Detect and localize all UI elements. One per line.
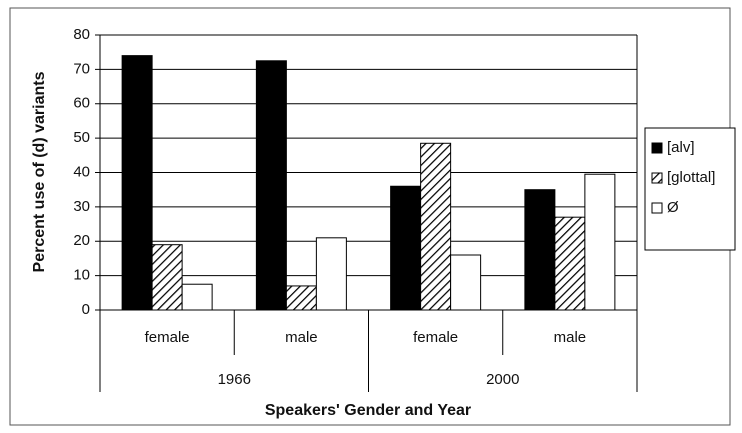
y-tick-label: 30	[73, 198, 90, 215]
bar	[524, 189, 556, 311]
bar	[390, 185, 422, 311]
group-label: 2000	[486, 371, 519, 388]
y-tick-label: 40	[73, 163, 90, 180]
legend-label: [alv]	[667, 139, 695, 156]
x-axis-title: Speakers' Gender and Year	[265, 402, 471, 419]
bar	[584, 173, 616, 311]
y-tick-label: 10	[73, 267, 90, 284]
y-tick-label: 60	[73, 95, 90, 112]
x-tick-label: male	[285, 329, 318, 346]
x-tick-label: male	[554, 329, 587, 346]
bar	[450, 254, 482, 311]
bar	[554, 216, 586, 311]
legend-swatch	[651, 202, 663, 214]
x-tick-label: female	[145, 329, 190, 346]
bar	[121, 55, 153, 311]
legend-swatch	[651, 142, 663, 154]
legend-label: [glottal]	[667, 169, 715, 186]
bar	[181, 283, 213, 311]
y-axis-title: Percent use of (d) variants	[31, 71, 48, 272]
y-tick-label: 80	[73, 26, 90, 43]
bar	[255, 60, 287, 311]
legend-label: Ø	[667, 199, 679, 216]
bar	[420, 142, 452, 311]
y-tick-label: 70	[73, 60, 90, 77]
legend-swatch	[651, 172, 663, 184]
group-label: 1966	[218, 371, 251, 388]
y-tick-label: 50	[73, 129, 90, 146]
bar	[151, 244, 183, 311]
x-tick-label: female	[413, 329, 458, 346]
y-tick-label: 20	[73, 232, 90, 249]
bar	[315, 237, 347, 311]
y-tick-label: 0	[82, 301, 90, 318]
bar	[285, 285, 317, 311]
chart-frame	[9, 7, 731, 426]
